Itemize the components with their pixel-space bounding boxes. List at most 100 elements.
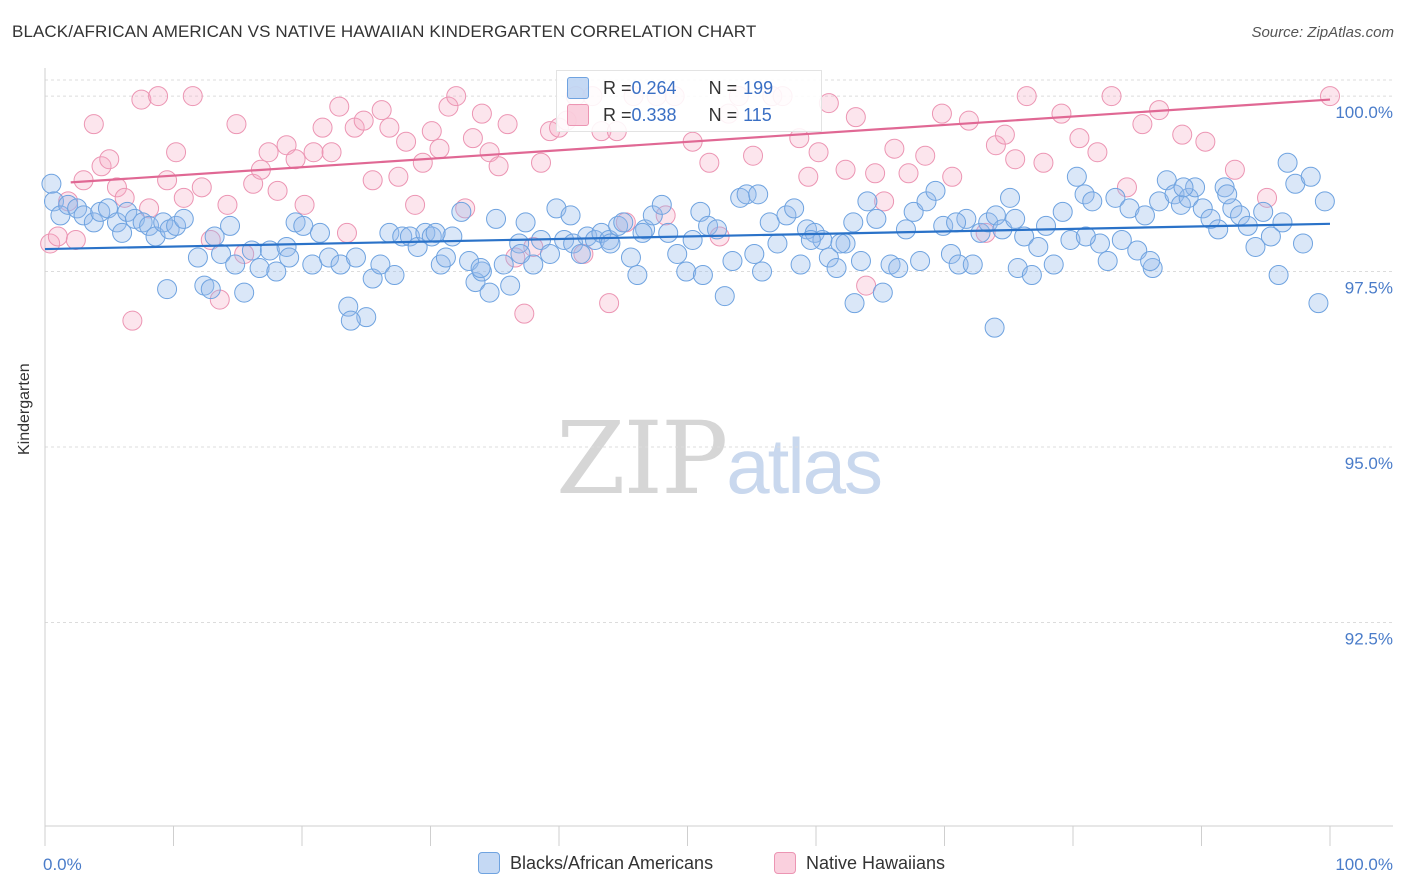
n-label: N = <box>708 104 738 125</box>
data-point <box>748 184 769 205</box>
data-point <box>743 145 764 166</box>
data-point <box>767 233 788 254</box>
r-value: 0.264 <box>631 77 677 98</box>
data-point <box>1021 265 1042 286</box>
data-point <box>1260 226 1281 247</box>
data-point <box>510 243 531 264</box>
data-point <box>112 222 133 243</box>
y-tick-label: 92.5% <box>1345 629 1393 648</box>
data-point <box>620 247 641 268</box>
data-point <box>1253 201 1274 222</box>
n-value: 199 <box>743 77 774 98</box>
data-point <box>1005 149 1026 170</box>
data-point <box>132 212 153 233</box>
legend-swatch-blue <box>478 852 500 874</box>
stats-row-blue: R = 0.264 N = 199 <box>567 75 773 101</box>
data-point <box>345 247 366 268</box>
data-point <box>353 110 374 131</box>
data-point <box>790 254 811 275</box>
data-point <box>1208 219 1229 240</box>
data-point <box>157 279 178 300</box>
data-point <box>925 180 946 201</box>
data-point <box>470 258 491 279</box>
blue-swatch <box>567 77 589 99</box>
data-point <box>187 247 208 268</box>
data-point <box>1000 187 1021 208</box>
data-point <box>798 166 819 187</box>
data-point <box>1116 177 1137 198</box>
data-point <box>844 293 865 314</box>
data-point <box>294 194 315 215</box>
data-point <box>888 258 909 279</box>
data-point <box>83 114 104 135</box>
data-point <box>898 163 919 184</box>
data-point <box>200 279 221 300</box>
data-point <box>910 251 931 272</box>
data-point <box>931 103 952 124</box>
data-point <box>1314 191 1335 212</box>
data-point <box>497 114 518 135</box>
data-point <box>340 310 361 331</box>
data-point <box>942 166 963 187</box>
data-point <box>166 215 187 236</box>
data-point <box>818 93 839 114</box>
data-point <box>488 156 509 177</box>
data-point <box>784 198 805 219</box>
data-point <box>379 117 400 138</box>
data-point <box>676 261 697 282</box>
y-tick-label: 97.5% <box>1345 279 1393 298</box>
data-point <box>1082 191 1103 212</box>
data-point <box>148 86 169 107</box>
data-point <box>396 131 417 152</box>
data-point <box>429 138 450 159</box>
legend-swatch-pink <box>774 852 796 874</box>
data-point <box>857 191 878 212</box>
data-point <box>362 170 383 191</box>
data-point <box>336 222 357 243</box>
data-point <box>632 222 653 243</box>
data-point <box>258 142 279 163</box>
data-point <box>73 205 94 226</box>
data-point <box>442 226 463 247</box>
legend-item-hawaiians[interactable]: Native Hawaiians <box>774 852 945 874</box>
data-point <box>984 317 1005 338</box>
data-point <box>421 121 442 142</box>
data-point <box>500 275 521 296</box>
data-point <box>1200 208 1221 229</box>
data-point <box>302 254 323 275</box>
axes <box>44 68 1393 846</box>
data-point <box>1178 187 1199 208</box>
data-point <box>692 265 713 286</box>
data-point <box>970 222 991 243</box>
data-point <box>173 208 194 229</box>
data-point <box>194 275 215 296</box>
data-point <box>486 208 507 229</box>
data-point <box>818 247 839 268</box>
data-point <box>122 310 143 331</box>
data-point <box>211 243 232 264</box>
legend-item-blacks[interactable]: Blacks/African Americans <box>478 852 713 874</box>
data-point <box>1172 124 1193 145</box>
data-point <box>455 198 476 219</box>
data-point <box>884 138 905 159</box>
data-point <box>1140 251 1161 272</box>
trend-line-blacks <box>44 222 1331 251</box>
data-point <box>613 212 634 233</box>
data-point <box>356 307 377 328</box>
data-point <box>285 149 306 170</box>
data-point <box>1016 86 1037 107</box>
data-point <box>157 170 178 191</box>
data-point <box>318 247 339 268</box>
data-point <box>329 96 350 117</box>
data-point <box>752 261 773 282</box>
data-point <box>106 177 127 198</box>
data-point <box>1192 198 1213 219</box>
data-point <box>667 243 688 264</box>
data-point <box>835 159 856 180</box>
r-label: R = <box>603 77 632 98</box>
data-point <box>744 243 765 264</box>
data-point <box>446 86 467 107</box>
data-point <box>826 258 847 279</box>
data-point <box>405 194 426 215</box>
